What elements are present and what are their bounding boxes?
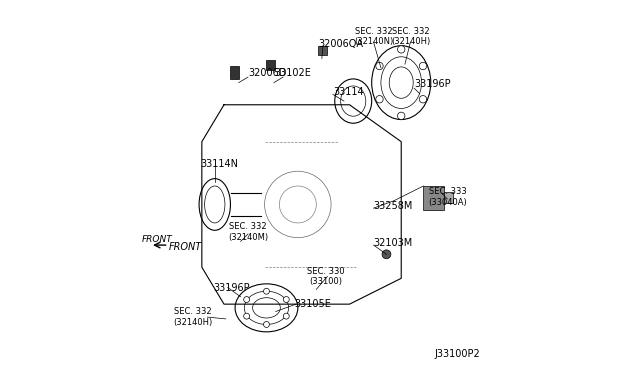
Bar bbox=[424, 186, 444, 210]
Circle shape bbox=[244, 296, 250, 302]
Circle shape bbox=[419, 96, 427, 103]
Text: FRONT: FRONT bbox=[168, 242, 202, 252]
Text: SEC. 332
(32140H): SEC. 332 (32140H) bbox=[391, 27, 430, 46]
Circle shape bbox=[284, 296, 289, 302]
Circle shape bbox=[376, 96, 383, 103]
Text: SEC. 332
(32140M): SEC. 332 (32140M) bbox=[228, 222, 268, 242]
Bar bbox=[230, 66, 239, 79]
Text: FRONT: FRONT bbox=[142, 235, 173, 244]
Text: 33258M: 33258M bbox=[374, 201, 413, 211]
Text: 32006QA: 32006QA bbox=[318, 39, 363, 49]
Text: 32006D: 32006D bbox=[248, 68, 286, 78]
Circle shape bbox=[264, 321, 269, 327]
Bar bbox=[318, 46, 328, 55]
Circle shape bbox=[419, 62, 427, 70]
Bar bbox=[444, 192, 453, 203]
Text: 32103M: 32103M bbox=[374, 238, 413, 248]
Circle shape bbox=[244, 313, 250, 319]
Text: 33114N: 33114N bbox=[200, 159, 238, 169]
Text: SEC. 332
(32140H): SEC. 332 (32140H) bbox=[173, 307, 212, 327]
Text: SEC. 333
(33040A): SEC. 333 (33040A) bbox=[428, 187, 467, 207]
Text: 33196P: 33196P bbox=[213, 283, 250, 292]
Text: 33114: 33114 bbox=[333, 87, 364, 97]
Circle shape bbox=[376, 62, 383, 70]
Text: SEC. 330
(33100): SEC. 330 (33100) bbox=[307, 267, 344, 286]
Circle shape bbox=[264, 288, 269, 294]
Circle shape bbox=[397, 112, 405, 119]
Circle shape bbox=[382, 250, 391, 259]
Text: SEC. 332
(32140N): SEC. 332 (32140N) bbox=[354, 27, 393, 46]
Text: J33100P2: J33100P2 bbox=[435, 349, 481, 359]
Circle shape bbox=[397, 46, 405, 53]
Text: 33105E: 33105E bbox=[294, 299, 331, 309]
Circle shape bbox=[284, 313, 289, 319]
Text: 33196P: 33196P bbox=[414, 80, 451, 89]
Text: 33102E: 33102E bbox=[274, 68, 311, 78]
Bar bbox=[266, 61, 275, 70]
